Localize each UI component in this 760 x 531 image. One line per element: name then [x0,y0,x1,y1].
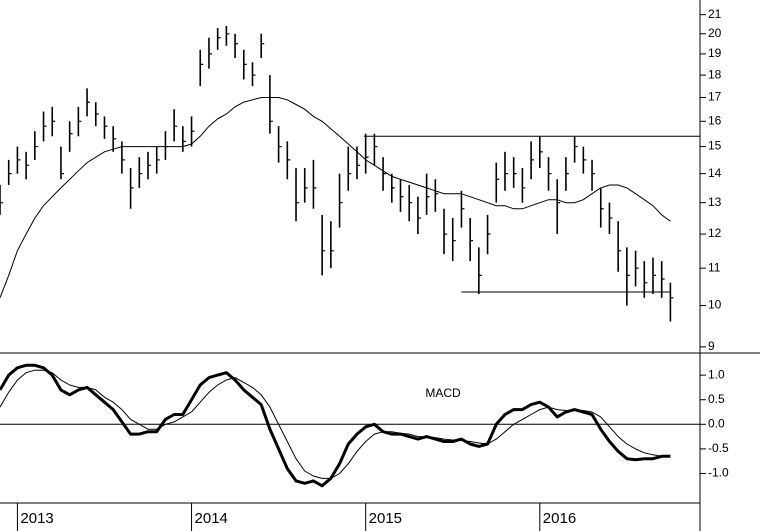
y-tick-label: 21 [708,7,722,21]
annotation: MACD [425,386,461,400]
x-tick-label: 2013 [20,510,53,527]
y-tick-label: 1.0 [708,367,725,381]
y-tick-label: 20 [708,26,722,40]
x-tick-label: 2016 [543,510,576,527]
y-tick-label: 19 [708,46,722,60]
y-tick-label: 9 [708,339,715,353]
y-tick-label: 13 [708,195,722,209]
y-tick-label: 18 [708,67,722,81]
moving-average [0,97,671,298]
y-tick-label: -0.5 [708,441,729,455]
macd-line [0,363,671,488]
y-tick-label: 16 [708,113,722,127]
y-tick-label: -1.0 [708,466,729,480]
y-tick-label: 10 [708,298,722,312]
y-tick-label: 11 [708,260,721,274]
y-tick-label: 0.0 [708,416,725,430]
y-tick-label: 17 [708,90,722,104]
y-tick-label: 0.5 [708,392,725,406]
x-tick-label: 2015 [369,510,402,527]
y-tick-label: 15 [708,139,722,153]
macd-line [0,369,671,479]
y-tick-label: 14 [708,166,722,180]
y-tick-label: 12 [708,226,722,240]
x-tick-label: 2014 [195,510,228,527]
